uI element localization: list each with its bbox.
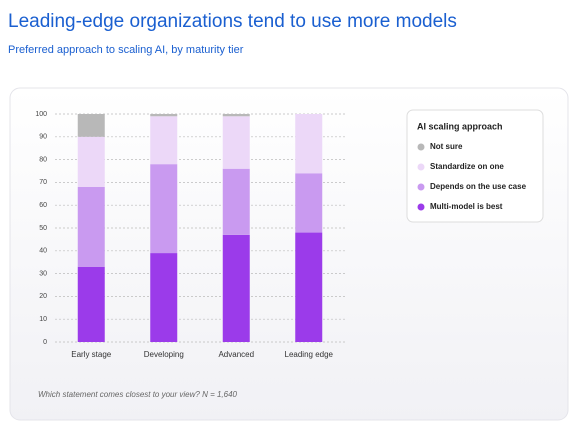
y-tick-label: 20 [39, 293, 47, 300]
legend-label: Not sure [430, 142, 463, 151]
chart-title: Leading-edge organizations tend to use m… [8, 11, 457, 32]
bar-segment [150, 253, 178, 342]
bar-segment [77, 136, 105, 187]
legend-swatch [417, 203, 425, 211]
y-tick-label: 80 [39, 156, 47, 163]
bar-segment [150, 116, 178, 165]
y-tick-label: 60 [39, 202, 47, 209]
legend-label: Multi-model is best [430, 202, 503, 211]
bar-segment [295, 232, 323, 342]
bar-segment [222, 168, 250, 235]
bar-segment [222, 234, 250, 342]
x-tick-label: Developing [144, 350, 184, 359]
bar-segment [222, 114, 250, 117]
y-tick-label: 50 [39, 225, 47, 232]
x-tick-label: Early stage [71, 350, 112, 359]
x-tick-label: Advanced [218, 350, 254, 359]
bar-segment [77, 114, 105, 137]
legend-swatch [417, 143, 425, 151]
legend-box [406, 109, 544, 223]
chart-subtitle: Preferred approach to scaling AI, by mat… [8, 44, 244, 56]
bar-segment [295, 114, 323, 174]
y-tick-label: 70 [39, 179, 47, 186]
legend-label: Standardize on one [430, 162, 504, 171]
y-tick-label: 10 [39, 316, 47, 323]
y-tick-label: 90 [39, 134, 47, 141]
y-tick-label: 0 [43, 339, 47, 346]
bar-segment [295, 173, 323, 233]
bar-segment [222, 116, 250, 169]
legend-swatch [417, 183, 425, 191]
bar-segment [150, 114, 178, 117]
y-tick-label: 30 [39, 270, 47, 277]
legend-swatch [417, 163, 425, 171]
legend-title: AI scaling approach [417, 121, 503, 131]
footnote: Which statement comes closest to your vi… [38, 390, 238, 399]
x-tick-label: Leading edge [285, 350, 334, 359]
bar-segment [77, 266, 105, 342]
y-tick-label: 40 [39, 248, 47, 255]
bar-segment [77, 186, 105, 267]
legend-label: Depends on the use case [430, 182, 527, 191]
y-tick-label: 100 [35, 111, 47, 118]
bar-segment [150, 164, 178, 254]
